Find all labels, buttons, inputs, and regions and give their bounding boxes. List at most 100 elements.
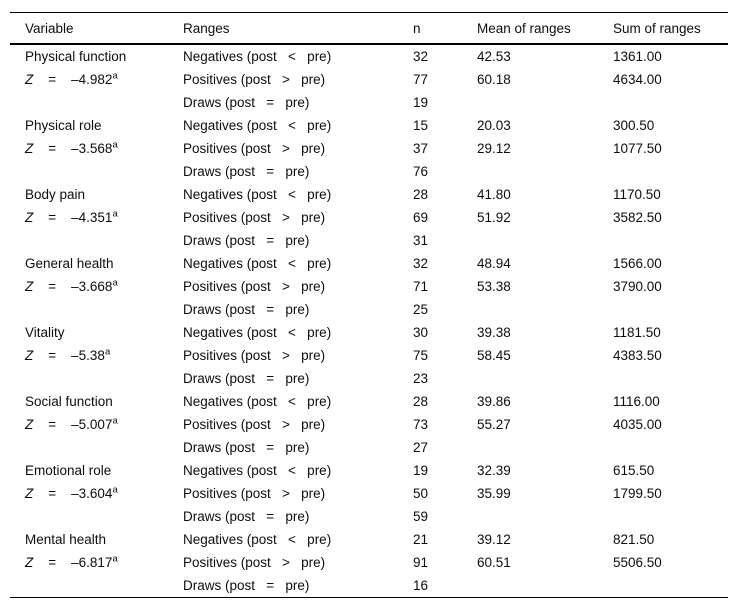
z-footnote-marker: a	[112, 139, 118, 151]
table-row: Social function Negatives (post < pre) 2…	[10, 390, 728, 413]
variable-name-cell: General health	[25, 256, 114, 271]
n-cell: 19	[413, 95, 429, 110]
mean-cell	[477, 574, 613, 598]
variable-name-cell: Mental health	[25, 532, 107, 547]
range-cell: Draws (post = pre)	[183, 233, 310, 248]
sum-cell: 1799.50	[613, 486, 662, 501]
n-cell: 37	[413, 141, 429, 156]
z-symbol: Z	[25, 417, 34, 432]
variable-spacer-cell	[10, 298, 183, 321]
sum-cell: 1116.00	[613, 394, 660, 409]
n-cell: 32	[413, 256, 429, 271]
z-statistic-cell: Z = –3.668a	[10, 275, 183, 298]
z-symbol: Z	[25, 141, 34, 156]
range-cell: Draws (post = pre)	[183, 164, 310, 179]
table-row: Z = –5.007a Positives (post > pre) 73 55…	[10, 413, 728, 436]
z-equals: =	[33, 210, 72, 225]
sum-cell: 300.50	[613, 118, 655, 133]
z-statistic-cell: Z = –5.38a	[10, 344, 183, 367]
range-cell: Negatives (post < pre)	[183, 325, 332, 340]
n-cell: 76	[413, 164, 429, 179]
table-row: Z = –3.568a Positives (post > pre) 37 29…	[10, 137, 728, 160]
range-cell: Positives (post > pre)	[183, 417, 326, 432]
z-equals: =	[33, 417, 72, 432]
sum-cell: 1181.50	[613, 325, 661, 340]
mean-cell	[477, 505, 613, 528]
table-row: Vitality Negatives (post < pre) 30 39.38…	[10, 321, 728, 344]
mean-cell: 29.12	[477, 141, 511, 156]
variable-spacer-cell	[10, 436, 183, 459]
range-cell: Positives (post > pre)	[183, 348, 326, 363]
table-row: Mental health Negatives (post < pre) 21 …	[10, 528, 728, 551]
table-row: Z = –4.982a Positives (post > pre) 77 60…	[10, 68, 728, 91]
z-value: –4.351	[71, 210, 113, 225]
n-cell: 19	[413, 463, 429, 478]
range-cell: Negatives (post < pre)	[183, 256, 332, 271]
z-value: –3.568	[71, 141, 113, 156]
header-mean-of-ranges: Mean of ranges	[477, 12, 613, 45]
z-symbol: Z	[25, 279, 34, 294]
mean-cell	[477, 91, 613, 114]
z-footnote-marker: a	[112, 277, 118, 289]
header-variable: Variable	[10, 12, 183, 45]
range-cell: Negatives (post < pre)	[183, 463, 332, 478]
table-row: General health Negatives (post < pre) 32…	[10, 252, 728, 275]
n-cell: 28	[413, 394, 429, 409]
sum-cell	[613, 91, 728, 114]
z-equals: =	[33, 141, 72, 156]
z-equals: =	[33, 348, 72, 363]
z-value: –6.817	[71, 555, 113, 570]
z-footnote-marker: a	[112, 208, 118, 220]
range-cell: Draws (post = pre)	[183, 95, 310, 110]
mean-cell: 39.38	[477, 325, 511, 340]
z-equals: =	[33, 72, 72, 87]
z-statistic-cell: Z = –3.568a	[10, 137, 183, 160]
table-row: Draws (post = pre) 23	[10, 367, 728, 390]
range-cell: Draws (post = pre)	[183, 371, 310, 386]
range-cell: Negatives (post < pre)	[183, 394, 332, 409]
n-cell: 25	[413, 302, 429, 317]
z-symbol: Z	[25, 210, 34, 225]
range-cell: Draws (post = pre)	[183, 302, 310, 317]
mean-cell: 48.94	[477, 256, 511, 271]
header-sum-of-ranges: Sum of ranges	[613, 12, 728, 45]
mean-cell: 42.53	[477, 49, 511, 64]
table-row: Z = –6.817a Positives (post > pre) 91 60…	[10, 551, 728, 574]
z-value: –5.38	[71, 348, 105, 363]
mean-cell: 41.80	[477, 187, 511, 202]
sum-cell: 615.50	[613, 463, 655, 478]
variable-name-cell: Physical function	[25, 49, 127, 64]
n-cell: 50	[413, 486, 429, 501]
table-row: Draws (post = pre) 31	[10, 229, 728, 252]
n-cell: 75	[413, 348, 429, 363]
sum-cell: 5506.50	[613, 555, 662, 570]
wilcoxon-results-table: Variable Ranges n Mean of ranges Sum of …	[10, 12, 728, 598]
mean-cell: 51.92	[477, 210, 511, 225]
z-statistic-cell: Z = –6.817a	[10, 551, 183, 574]
z-symbol: Z	[25, 555, 34, 570]
n-cell: 59	[413, 509, 429, 524]
mean-cell: 35.99	[477, 486, 511, 501]
sum-cell: 1566.00	[613, 256, 662, 271]
header-row: Variable Ranges n Mean of ranges Sum of …	[10, 12, 728, 45]
n-cell: 71	[413, 279, 429, 294]
n-cell: 30	[413, 325, 429, 340]
z-equals: =	[33, 555, 72, 570]
variable-name-cell: Body pain	[25, 187, 86, 202]
variable-name-cell: Social function	[25, 394, 113, 409]
z-symbol: Z	[25, 486, 34, 501]
mean-cell: 20.03	[477, 118, 511, 133]
range-cell: Draws (post = pre)	[183, 440, 310, 455]
table-row: Draws (post = pre) 59	[10, 505, 728, 528]
sum-cell	[613, 574, 728, 598]
sum-cell: 3582.50	[613, 210, 662, 225]
z-symbol: Z	[25, 348, 34, 363]
range-cell: Positives (post > pre)	[183, 486, 326, 501]
n-cell: 32	[413, 49, 429, 64]
sum-cell: 4035.00	[613, 417, 662, 432]
mean-cell	[477, 160, 613, 183]
table-row: Z = –4.351a Positives (post > pre) 69 51…	[10, 206, 728, 229]
n-cell: 73	[413, 417, 429, 432]
sum-cell: 821.50	[613, 532, 655, 547]
variable-spacer-cell	[10, 91, 183, 114]
